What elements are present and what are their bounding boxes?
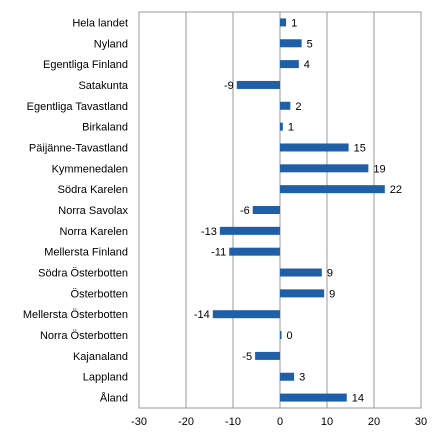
gridlines (138, 11, 422, 409)
value-label: -14 (194, 309, 210, 321)
bar (280, 143, 349, 152)
value-label: 2 (295, 101, 301, 113)
bars (212, 18, 385, 402)
category-label: Hela landet (72, 17, 128, 29)
value-label: 22 (390, 184, 402, 196)
category-label: Norra Savolax (58, 205, 128, 217)
bar (280, 185, 385, 194)
bar (280, 164, 369, 173)
x-tick-label: 30 (415, 416, 427, 428)
value-label: 9 (329, 288, 335, 300)
value-label: 1 (288, 122, 294, 134)
value-label: 14 (352, 393, 364, 405)
plot-frame (138, 11, 422, 409)
x-axis-tick-labels: -30 -20 -10 0 10 20 30 (131, 416, 427, 428)
value-label: 3 (299, 372, 305, 384)
bar (280, 60, 299, 69)
category-label: Mellersta Finland (44, 247, 128, 259)
category-label: Egentliga Tavastland (27, 101, 128, 113)
category-label: Södra Österbotten (38, 268, 128, 280)
value-label: 9 (327, 268, 333, 280)
x-tick-label: 10 (321, 416, 333, 428)
category-label: Kajanaland (73, 351, 128, 363)
value-label: 15 (354, 142, 366, 154)
x-tick-label: -30 (131, 416, 147, 428)
value-label: 0 (287, 330, 293, 342)
bar (212, 310, 280, 319)
bar (280, 18, 287, 27)
value-label: -11 (211, 247, 226, 259)
bar (280, 268, 322, 277)
category-label: Kymmenedalen (52, 163, 128, 175)
value-label: -9 (224, 80, 234, 92)
bar (236, 80, 280, 89)
bar (219, 226, 280, 235)
bar (280, 393, 347, 402)
category-label: Päijänne-Tavastland (29, 142, 128, 154)
value-label: 19 (373, 163, 385, 175)
category-label: Norra Österbotten (40, 330, 128, 342)
bar (280, 331, 282, 340)
category-label: Birkaland (82, 122, 128, 134)
category-labels: Hela landet Nyland Egentliga Finland Sataku… (23, 17, 129, 404)
x-tick-label: 0 (277, 416, 283, 428)
category-label: Norra Karelen (60, 226, 128, 238)
bar (280, 372, 295, 381)
bar (280, 289, 325, 298)
value-label: 4 (304, 59, 310, 71)
value-label: 1 (291, 17, 297, 29)
x-tick-label: 20 (368, 416, 380, 428)
category-label: Åland (100, 392, 128, 405)
value-label: -6 (240, 205, 250, 217)
value-label: -5 (242, 351, 252, 363)
category-label: Södra Karelen (58, 184, 128, 196)
bar (280, 122, 283, 131)
bar (252, 206, 280, 214)
x-tick-label: -20 (178, 416, 194, 428)
category-label: Lappland (83, 372, 128, 384)
bar (255, 351, 280, 360)
bar (229, 247, 280, 256)
bar (280, 101, 291, 110)
category-label: Satakunta (78, 80, 128, 92)
category-label: Egentliga Finland (43, 59, 128, 71)
category-label: Nyland (94, 38, 128, 50)
category-label: Mellersta Österbotten (23, 309, 128, 321)
x-tick-label: -10 (225, 416, 241, 428)
value-label: 5 (307, 38, 313, 50)
bar (280, 39, 302, 48)
category-label: Österbotten (71, 288, 128, 300)
value-label: -13 (201, 226, 217, 238)
